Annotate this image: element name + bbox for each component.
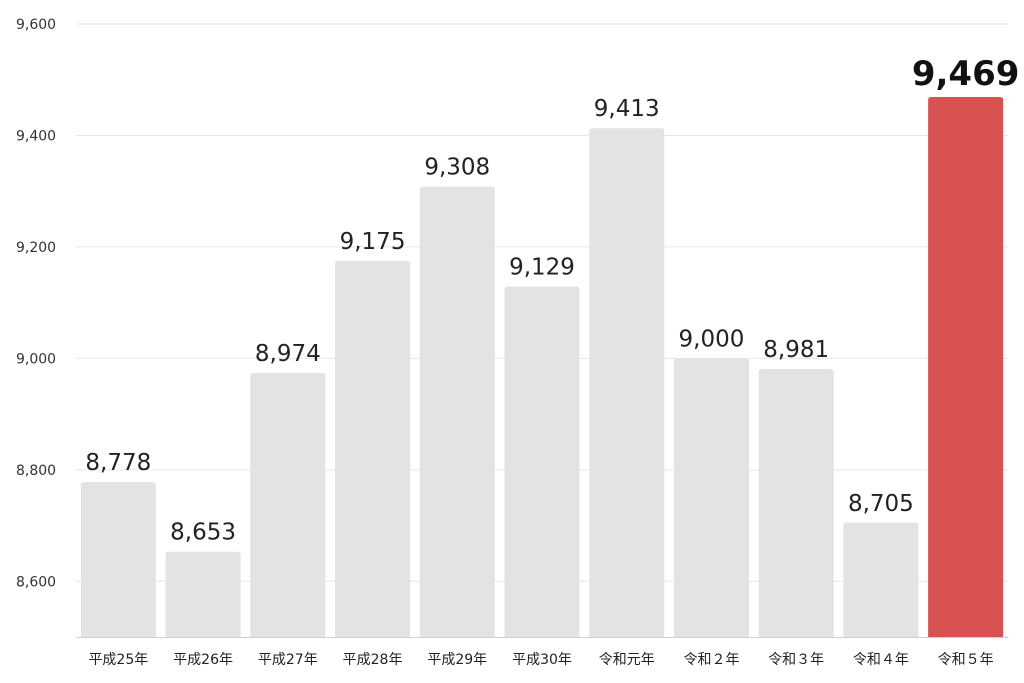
y-tick-label: 8,600	[16, 574, 56, 590]
x-tick-label: 令和２年	[683, 652, 739, 668]
y-tick-label: 8,800	[16, 463, 56, 479]
x-tick-label: 平成26年	[173, 652, 233, 668]
bar-highlight	[928, 97, 1004, 637]
bar	[80, 482, 156, 637]
x-tick-label: 令和５年	[938, 652, 994, 668]
bar	[335, 260, 411, 637]
value-label: 9,129	[509, 254, 575, 280]
value-label: 8,653	[170, 520, 236, 546]
bar	[843, 522, 919, 637]
x-tick-label: 平成29年	[427, 652, 487, 668]
bar	[165, 551, 241, 637]
bar	[250, 372, 326, 637]
x-axis: 平成25年 平成26年 平成27年 平成28年 平成29年 平成30年 令和元年 令和２年 令和…	[88, 652, 993, 668]
value-label: 8,974	[255, 341, 321, 367]
value-label: 9,000	[679, 326, 745, 352]
x-tick-label: 令和３年	[768, 652, 824, 668]
value-label: 8,705	[848, 491, 914, 517]
x-tick-label: 令和４年	[853, 652, 909, 668]
x-tick-label: 平成30年	[512, 652, 572, 668]
value-label: 9,469	[912, 54, 1020, 94]
x-tick-label: 平成27年	[258, 652, 318, 668]
bar	[673, 358, 749, 637]
value-label: 9,308	[424, 155, 490, 181]
value-label: 9,175	[340, 229, 406, 255]
y-tick-label: 9,600	[16, 17, 56, 33]
y-tick-label: 9,200	[16, 240, 56, 256]
bar	[589, 128, 665, 637]
x-tick-label: 平成28年	[343, 652, 403, 668]
value-label: 9,413	[594, 96, 660, 122]
y-tick-label: 9,400	[16, 128, 56, 144]
bar	[419, 186, 495, 637]
y-axis: 8,600 8,800 9,000 9,200 9,400 9,600	[16, 17, 56, 590]
bar	[758, 368, 834, 637]
bars	[80, 97, 1004, 637]
value-label: 8,778	[85, 450, 151, 476]
value-labels: 8,778 8,653 8,974 9,175 9,308 9,129 9,413 9,000…	[85, 54, 1019, 546]
x-tick-label: 平成25年	[88, 652, 148, 668]
value-label: 8,981	[763, 337, 829, 363]
bar	[504, 286, 580, 637]
y-tick-label: 9,000	[16, 351, 56, 367]
x-tick-label: 令和元年	[599, 652, 655, 668]
